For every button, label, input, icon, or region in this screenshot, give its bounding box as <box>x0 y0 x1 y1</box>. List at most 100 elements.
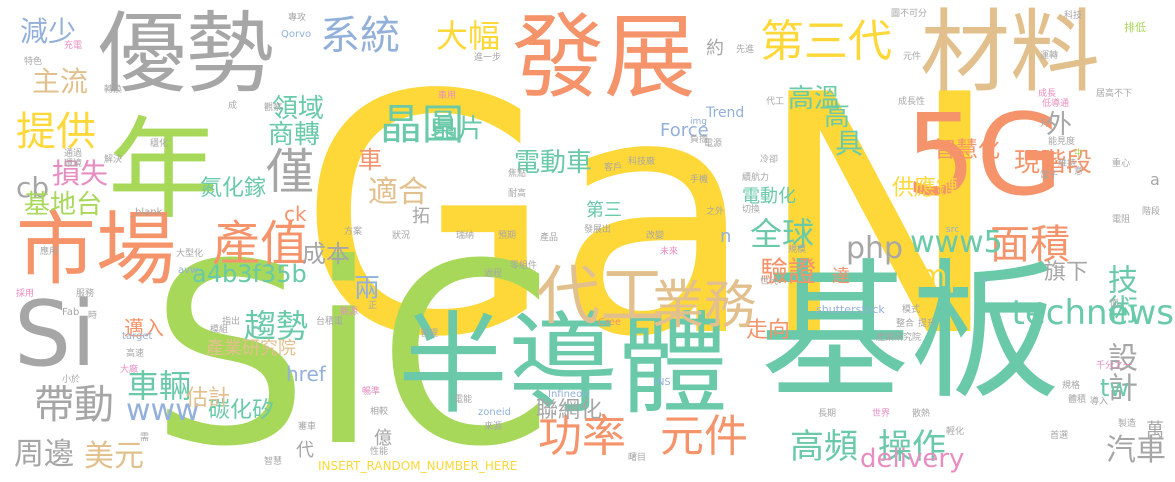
word-171: 負擔 <box>690 135 709 145</box>
word-47: 適合 <box>368 175 428 210</box>
word-74: n <box>720 226 732 247</box>
word-177: 特色 <box>24 57 43 67</box>
word-6: 優勢 <box>98 2 275 105</box>
word-148: 大型化 <box>176 249 204 259</box>
word-36: 汽車 <box>1106 433 1166 468</box>
word-98: INS <box>654 377 671 388</box>
word-63: 兩 <box>354 274 381 304</box>
word-129: 來源 <box>484 422 503 432</box>
word-104: 成長 <box>1038 89 1057 99</box>
word-184: 環境 <box>64 159 83 169</box>
word-139: 台積電 <box>316 317 344 327</box>
word-10: 市場 <box>16 203 176 296</box>
word-191: 意 <box>1074 167 1084 177</box>
word-69: 估計 <box>186 386 231 411</box>
word-28: technews <box>1011 293 1174 333</box>
word-27: 操作 <box>878 427 946 467</box>
word-190: 維持 <box>1058 159 1077 169</box>
word-181: 穩化 <box>150 139 169 149</box>
word-56: 高 <box>824 102 851 132</box>
word-170: 代工 <box>766 97 785 107</box>
word-167: 續航力 <box>742 173 770 183</box>
word-106: 居高不下 <box>1096 89 1133 99</box>
word-99: 圖不可分 <box>891 9 928 19</box>
word-30: www5 <box>910 225 1003 260</box>
word-108: 能見度 <box>1048 137 1076 147</box>
word-125: 輕化 <box>946 427 965 437</box>
word-123: 世界 <box>872 409 891 419</box>
word-110: 階段 <box>1142 207 1161 217</box>
word-16: 系統 <box>320 13 400 59</box>
word-154: 改變 <box>646 231 665 241</box>
word-143: 小於 <box>62 375 81 385</box>
word-15: 第三代 <box>760 16 892 67</box>
word-151: 瑞納 <box>456 231 475 241</box>
word-188: 升 <box>1040 119 1050 129</box>
word-49: 現階段 <box>1014 148 1093 178</box>
word-131: 性能 <box>370 447 389 457</box>
word-138: 能源 <box>340 307 359 317</box>
word-173: 觀察 <box>264 103 283 113</box>
word-105: 低導通 <box>1042 99 1070 109</box>
word-103: 元件 <box>903 52 922 62</box>
word-38: amp <box>900 259 967 294</box>
word-128: 相較 <box>370 407 389 417</box>
word-159: 世代 <box>760 277 779 287</box>
word-60: a4b3f35b <box>192 260 307 288</box>
word-55: 高溫 <box>788 84 841 114</box>
word-20: 面積 <box>990 222 1070 268</box>
word-95: avw <box>178 265 199 276</box>
word-155: 過程 <box>484 269 503 279</box>
word-67: 走向 <box>746 318 791 343</box>
word-61: 氮化鎵 <box>200 176 267 201</box>
word-68: 碳化矽 <box>208 398 275 423</box>
word-142: 高速 <box>126 349 145 359</box>
word-13: 業務 <box>652 276 757 336</box>
word-4: 半導體 <box>398 301 728 429</box>
word-14: 晶圓 <box>380 100 465 149</box>
word-64: tw <box>1100 374 1130 402</box>
word-72: href <box>286 362 326 386</box>
word-82: 億 <box>374 428 392 449</box>
word-120: 體積 <box>1068 395 1087 405</box>
word-160: 耐高 <box>508 189 527 199</box>
word-66: 旗下 <box>1044 260 1089 285</box>
word-37: php <box>846 231 904 266</box>
word-192: x <box>982 275 988 285</box>
word-153: 發展出 <box>584 225 612 235</box>
word-118: 導入 <box>1090 397 1109 407</box>
word-31: 驗證 <box>760 255 817 288</box>
word-127: 電能 <box>454 395 473 405</box>
word-39: 周邊 <box>14 437 74 472</box>
word-51: 供應鏈 <box>892 176 959 201</box>
word-163: 手機 <box>690 175 709 185</box>
word-78: 電動化 <box>742 186 796 207</box>
word-94: img <box>690 117 707 127</box>
word-150: 狀況 <box>392 231 411 241</box>
word-21: 提供 <box>16 109 96 155</box>
word-26: 高頻 <box>790 427 858 467</box>
word-23: 僅 <box>266 144 315 200</box>
word-135: 暢準 <box>362 387 381 397</box>
word-187: 中 <box>1074 149 1084 159</box>
word-107: 成長性 <box>898 97 926 107</box>
word-3: 基板 <box>760 246 1061 420</box>
word-19: 元件 <box>660 411 748 462</box>
word-130: 曙目 <box>628 453 647 463</box>
word-44: 主流 <box>32 65 89 98</box>
word-168: 客戶 <box>604 163 623 173</box>
word-46: 基地台 <box>24 190 103 220</box>
word-112: 產業研究院 <box>876 333 922 343</box>
word-186: 時 <box>88 311 98 321</box>
word-24: 全球 <box>750 215 815 253</box>
word-156: 零組件 <box>510 261 538 271</box>
word-40: 美元 <box>84 439 144 474</box>
word-90: Qorvo <box>281 29 312 40</box>
word-11: Si <box>14 282 97 387</box>
word-5: 發展 <box>512 4 697 111</box>
word-134: 審車 <box>298 422 317 432</box>
word-50: 智慧化 <box>934 138 1001 163</box>
word-179: 先進 <box>736 45 755 55</box>
word-145: 服務 <box>76 289 95 299</box>
